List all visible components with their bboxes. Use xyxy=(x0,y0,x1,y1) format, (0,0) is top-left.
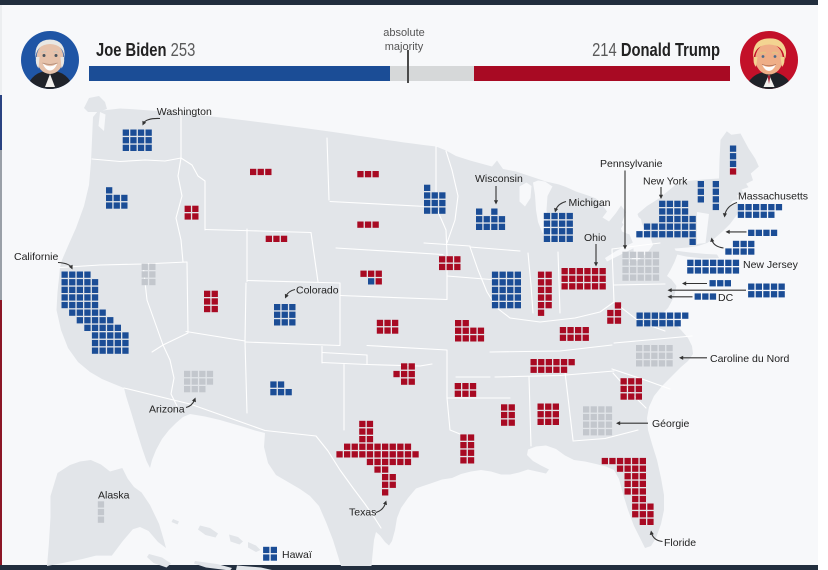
svg-text:Colorado: Colorado xyxy=(296,285,339,297)
svg-text:Géorgie: Géorgie xyxy=(652,418,690,430)
svg-text:Wisconsin: Wisconsin xyxy=(475,173,523,185)
svg-text:Californie: Californie xyxy=(14,251,59,263)
svg-text:Ohio: Ohio xyxy=(584,232,606,244)
svg-text:Arizona: Arizona xyxy=(149,404,185,416)
svg-text:DC: DC xyxy=(718,292,734,304)
svg-text:New York: New York xyxy=(643,176,688,188)
svg-text:Hawaï: Hawaï xyxy=(282,549,312,561)
svg-text:Massachusetts: Massachusetts xyxy=(738,191,808,203)
svg-text:Caroline du Nord: Caroline du Nord xyxy=(710,353,790,365)
svg-text:Pennsylvanie: Pennsylvanie xyxy=(600,158,663,170)
svg-text:Floride: Floride xyxy=(664,537,696,549)
svg-text:Michigan: Michigan xyxy=(569,197,611,209)
svg-text:Washington: Washington xyxy=(157,106,212,118)
svg-text:New Jersey: New Jersey xyxy=(743,259,799,271)
svg-text:Alaska: Alaska xyxy=(98,490,130,502)
svg-text:Texas: Texas xyxy=(349,507,376,519)
